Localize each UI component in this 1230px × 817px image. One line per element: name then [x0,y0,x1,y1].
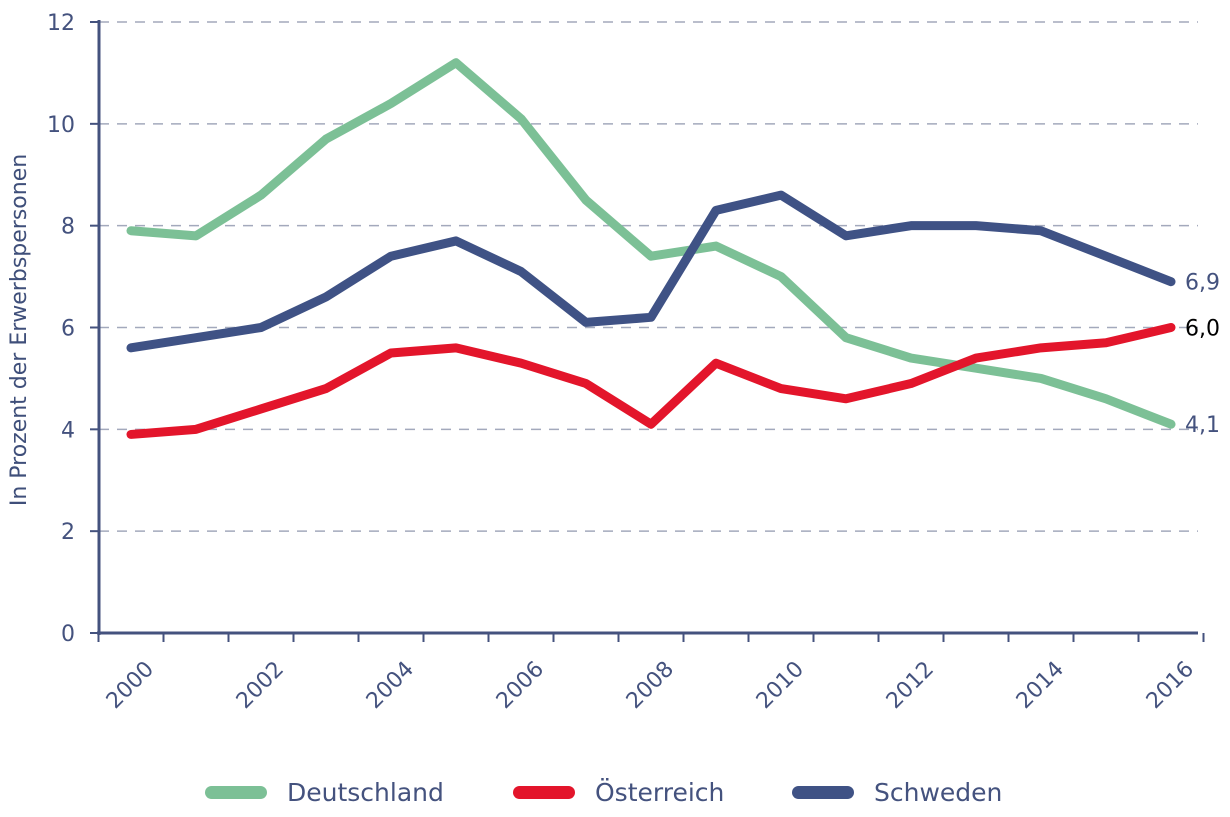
series-lines [126,58,1176,439]
x-tick-label-2010: 2010 [752,657,809,714]
end-label-deutschland: 4,1 [1185,413,1220,438]
legend-item-oesterreich[interactable]: Österreich [513,770,724,815]
y-tick-label-4: 4 [61,418,75,443]
legend-label-oesterreich: Österreich [595,778,725,807]
legend-swatch-oesterreich [513,786,575,799]
x-tick-label-2006: 2006 [492,657,549,714]
y-tick-label-6: 6 [61,317,75,342]
legend-swatch-schweden [792,786,854,799]
legend-item-schweden[interactable]: Schweden [792,770,1002,815]
series-line-deutschland [126,58,1176,429]
legend-item-deutschland[interactable]: Deutschland [205,770,444,815]
series-line-schweden [126,190,1176,353]
y-axis-label: In Prozent der Erwerbspersonen [7,154,32,506]
grid-lines [99,21,1198,532]
x-tick-label-2008: 2008 [622,657,679,714]
legend-swatch-deutschland [205,786,267,799]
x-tick-label-2014: 2014 [1012,657,1069,714]
end-labels: 4,1 6,0 6,9 [1185,271,1220,439]
y-tick-labels: 0 2 4 6 8 10 12 [47,11,75,647]
legend: Deutschland Österreich Schweden [0,770,1230,815]
legend-label-deutschland: Deutschland [287,778,444,807]
x-tick-label-2016: 2016 [1142,657,1199,714]
series-line-oesterreich [126,323,1176,439]
y-tick-label-2: 2 [61,520,75,545]
y-tick-label-0: 0 [61,622,75,647]
end-label-schweden: 6,9 [1185,271,1220,296]
axes [90,20,1205,642]
y-tick-label-10: 10 [47,113,75,138]
end-label-oesterreich: 6,0 [1185,317,1220,342]
x-tick-label-2000: 2000 [102,657,159,714]
x-tick-label-2012: 2012 [882,657,939,714]
x-tick-labels: 2000 2002 2004 2006 2008 2010 2012 2014 2016 [102,657,1199,714]
legend-label-schweden: Schweden [874,778,1003,807]
x-tick-label-2002: 2002 [232,657,289,714]
y-tick-label-12: 12 [47,11,75,36]
y-tick-label-8: 8 [61,215,75,240]
x-tick-label-2004: 2004 [362,657,419,714]
